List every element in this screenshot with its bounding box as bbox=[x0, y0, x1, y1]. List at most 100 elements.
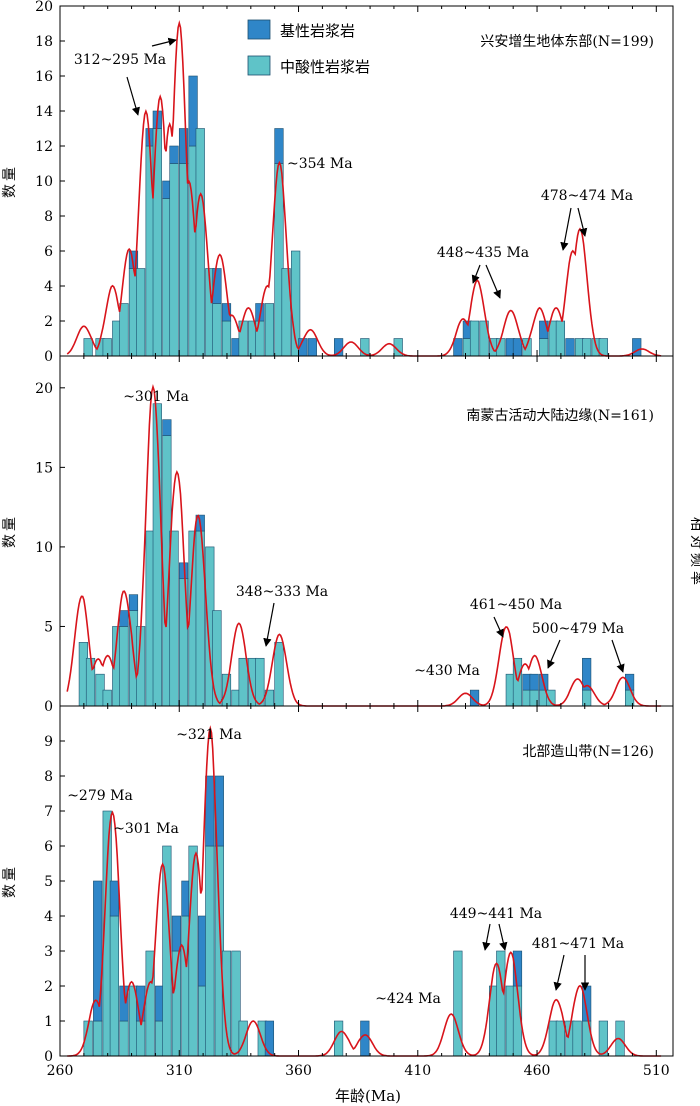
annotation-3-5: 481~471 Ma bbox=[532, 936, 624, 952]
annotation-arrow-1-2-1 bbox=[485, 264, 501, 299]
kde-curve-1 bbox=[66, 19, 662, 357]
y-tick-label-1-1: 2 bbox=[44, 314, 53, 330]
bar-3-1-basic bbox=[93, 880, 103, 1022]
bar-2-10-basic bbox=[162, 419, 172, 436]
annotation-3-2: ~321 Ma bbox=[176, 727, 242, 743]
bar-1-12-basic bbox=[221, 303, 232, 322]
bar-3-14-basic bbox=[205, 775, 215, 847]
bar-2-6-basic bbox=[128, 594, 139, 611]
y-tick-label-2-2: 10 bbox=[35, 540, 53, 556]
bar-3-32-basic bbox=[582, 985, 592, 1022]
annotation-arrow-3-4-0 bbox=[482, 923, 491, 951]
bar-3-18-intermediate bbox=[238, 1020, 248, 1057]
y-tick-label-2-4: 20 bbox=[35, 381, 53, 397]
bar-1-2-intermediate bbox=[136, 268, 146, 357]
panel-title-2: 南蒙古活动大陆边缘(N=161) bbox=[466, 408, 654, 424]
y-tick-label-1-4: 8 bbox=[44, 209, 53, 225]
bar-2-5-intermediate bbox=[119, 626, 129, 707]
annotation-2-4: 500~479 Ma bbox=[532, 621, 624, 637]
y-tick-label-3-4: 4 bbox=[44, 909, 53, 925]
bar-1-8-basic bbox=[188, 75, 198, 147]
bar-1-6-intermediate bbox=[169, 163, 179, 357]
y-tick-label-1-6: 12 bbox=[35, 139, 53, 155]
panel-title-1: 兴安增生地体东部(N=199) bbox=[480, 34, 654, 50]
bar-2-32-basic bbox=[624, 673, 635, 691]
x-tick-label-2: 360 bbox=[285, 1063, 312, 1079]
annotation-2-3: 461~450 Ma bbox=[470, 597, 562, 613]
bar-1-35-intermediate bbox=[539, 338, 549, 357]
bar-1-17-intermediate bbox=[264, 303, 275, 357]
panels-layer: 02468101214161820数量兴安增生地体东部(N=199)312~29… bbox=[2, 0, 674, 1079]
bar-1-7-intermediate bbox=[178, 163, 189, 357]
legend: 基性岩浆岩 中酸性岩浆岩 bbox=[247, 19, 370, 76]
legend-swatch-intermediate bbox=[247, 55, 271, 76]
annotation-3-4: 449~441 Ma bbox=[450, 906, 542, 922]
bar-1-33-basic bbox=[512, 338, 523, 357]
bar-1-18-basic bbox=[274, 128, 284, 164]
annotation-2-1: 348~333 Ma bbox=[236, 584, 328, 600]
panel-2: 0 5 10 15 20 数量 南蒙古活动大陆边缘(N=161) ~301 Ma 348~333… bbox=[2, 355, 674, 715]
y-tick-label-1-8: 16 bbox=[35, 69, 53, 85]
bar-1-43-basic bbox=[632, 338, 642, 357]
y-tick-label-3-3: 3 bbox=[44, 944, 53, 960]
bar-2-5-basic bbox=[119, 610, 129, 627]
bar-2-21-intermediate bbox=[255, 657, 265, 707]
bar-1-26-basic bbox=[453, 338, 463, 357]
bar-3-14-intermediate bbox=[205, 845, 215, 1057]
x-tick-label-4: 460 bbox=[524, 1063, 551, 1079]
y-tick-label-2-3: 15 bbox=[35, 460, 53, 476]
bar-1-40-intermediate bbox=[582, 338, 592, 357]
y-tick-label-1-9: 18 bbox=[35, 34, 53, 50]
y-tick-label-3-7: 7 bbox=[44, 804, 53, 820]
bar-1-9-intermediate bbox=[195, 128, 205, 357]
panel-1: 0 2 4 6 8 10 12 14 16 18 20 数量 兴安增生地体东部(N=199) 312~29… bbox=[2, 0, 674, 365]
bar-3-1-intermediate bbox=[93, 1020, 103, 1057]
annotation-1-1: ~354 Ma bbox=[287, 156, 353, 172]
bar-1-extra-3-intermediate bbox=[119, 303, 129, 357]
annotation-arrow-1-3-1 bbox=[577, 207, 588, 237]
bar-2-23-intermediate bbox=[274, 642, 284, 707]
y-tick-label-1-2: 4 bbox=[44, 279, 53, 295]
y-tick-label-3-1: 1 bbox=[44, 1014, 53, 1030]
annotation-1-2: 448~435 Ma bbox=[437, 245, 529, 261]
annotation-3-1: ~301 Ma bbox=[113, 821, 179, 837]
y-tick-label-3-9: 9 bbox=[44, 734, 53, 750]
y-tick-label-1-5: 10 bbox=[35, 174, 53, 190]
annotation-arrow-1-3-0 bbox=[560, 207, 572, 251]
annotation-arrow-3-5-0 bbox=[553, 954, 565, 991]
bar-1-12-intermediate bbox=[221, 320, 232, 357]
bar-1-16-intermediate bbox=[255, 320, 265, 357]
y-tick-label-3-6: 6 bbox=[44, 839, 53, 855]
bar-3-3-intermediate bbox=[109, 915, 119, 1057]
right-axis-label: 相对频率 bbox=[688, 517, 700, 589]
legend-label-basic: 基性岩浆岩 bbox=[280, 22, 355, 40]
y-axis-label-2: 数量 bbox=[2, 514, 18, 548]
annotation-3-3: ~424 Ma bbox=[375, 991, 441, 1007]
bar-2-11-intermediate bbox=[169, 530, 179, 707]
bar-1-28-intermediate bbox=[469, 320, 480, 357]
y-axis-label-3: 数量 bbox=[2, 864, 18, 898]
y-tick-label-3-2: 2 bbox=[44, 979, 53, 995]
annotation-arrow-2-3-0 bbox=[493, 616, 504, 638]
y-tick-label-2-0: 0 bbox=[44, 699, 53, 715]
bar-2-19-intermediate bbox=[238, 657, 248, 707]
annotation-arrow-2-4-1 bbox=[611, 639, 625, 673]
y-tick-label-3-8: 8 bbox=[44, 769, 53, 785]
bar-3-22-basic bbox=[360, 1020, 370, 1057]
legend-swatch-basic bbox=[247, 19, 271, 40]
bar-1-14-intermediate bbox=[238, 320, 248, 357]
y-tick-label-1-3: 6 bbox=[44, 244, 53, 260]
annotation-2-0: ~301 Ma bbox=[123, 389, 189, 405]
bar-3-3-basic bbox=[109, 880, 119, 917]
y-tick-label-1-7: 14 bbox=[35, 104, 53, 120]
annotation-arrow-1-0-0 bbox=[126, 76, 140, 116]
x-tick-label-3: 410 bbox=[404, 1063, 431, 1079]
bar-1-22-basic bbox=[307, 338, 317, 357]
annotation-1-3: 478~474 Ma bbox=[541, 188, 633, 204]
bar-1-37-intermediate bbox=[555, 320, 566, 357]
y-tick-label-1-10: 20 bbox=[35, 0, 53, 15]
legend-label-intermediate: 中酸性岩浆岩 bbox=[280, 58, 370, 76]
y-axis-label-1: 数量 bbox=[2, 164, 18, 198]
bar-1-11-intermediate bbox=[212, 303, 222, 357]
